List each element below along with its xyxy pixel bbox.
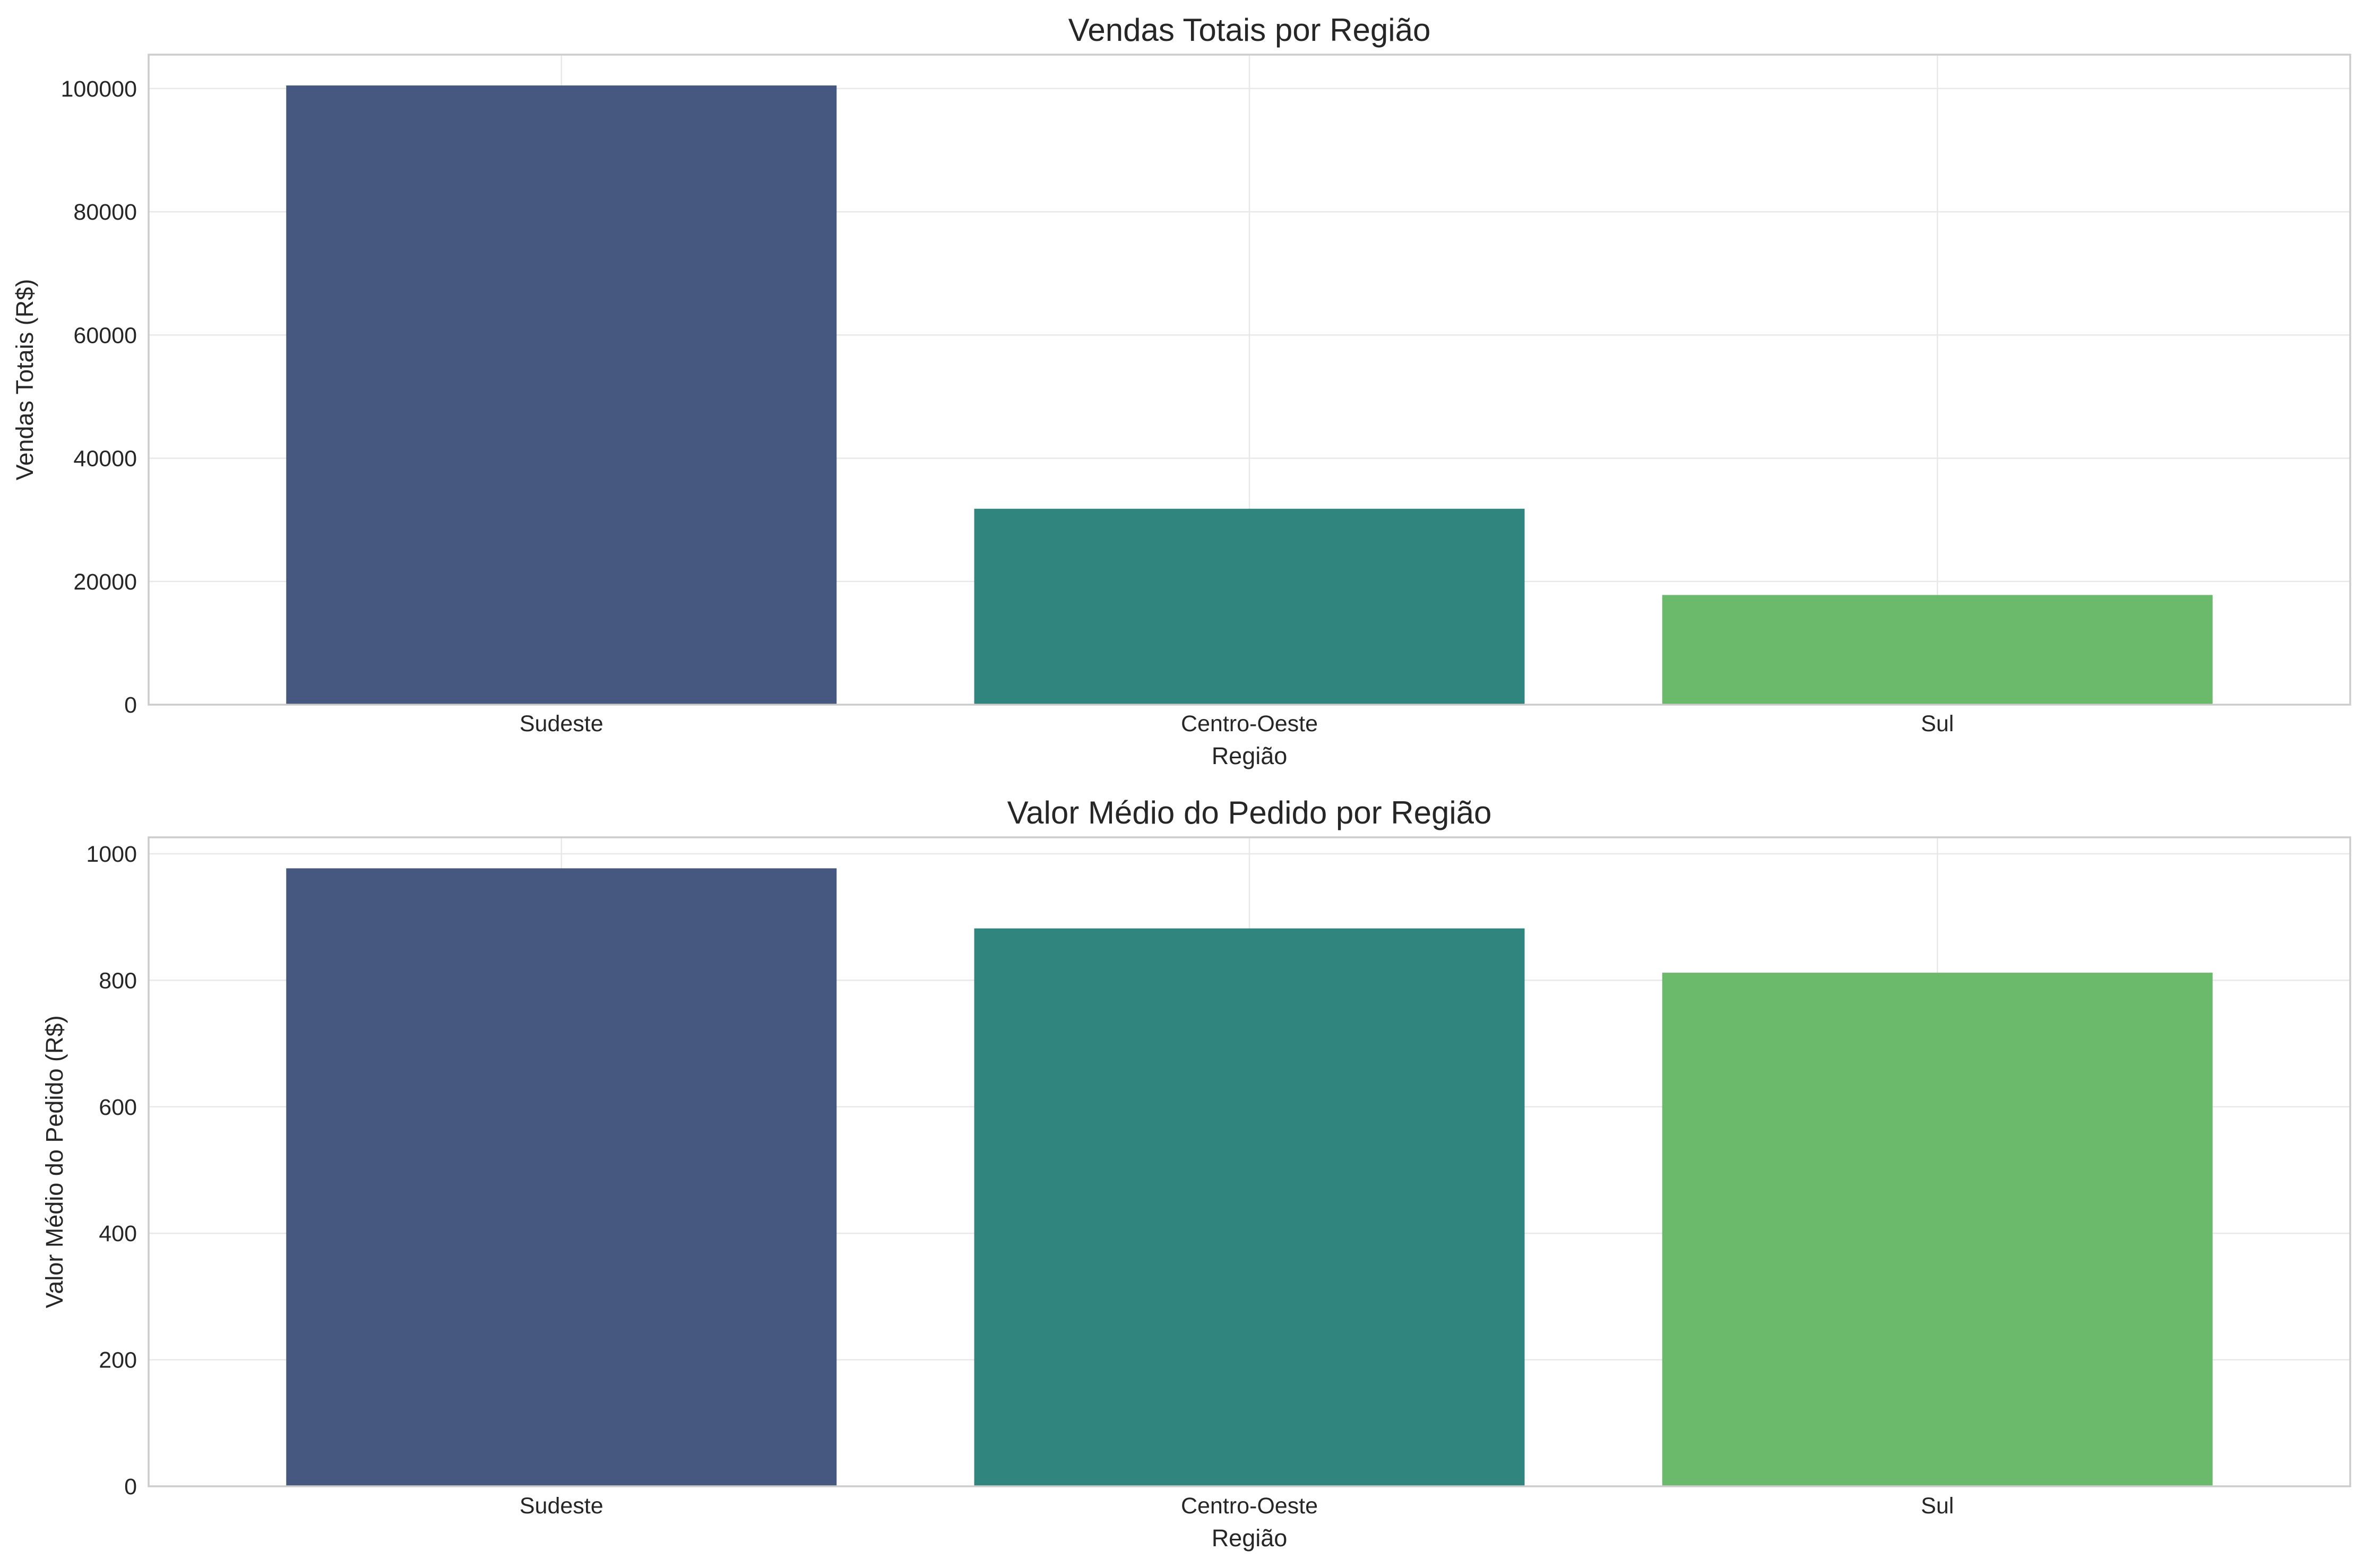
y-tick-label: 1000	[86, 842, 137, 867]
x-tick-label: Sudeste	[520, 1493, 603, 1519]
panels: Vendas Totais por Região 0 20000 40000 60000…	[11, 12, 2351, 1552]
x-tick-label: Sul	[1921, 1493, 1954, 1519]
y-tick-label: 20000	[73, 569, 137, 595]
y-tick-label: 0	[124, 692, 137, 718]
y-tick-label: 100000	[61, 76, 137, 102]
y-axis-label: Vendas Totais (R$)	[11, 279, 38, 480]
bar-centro-oeste	[974, 928, 1525, 1486]
chart-title: Vendas Totais por Região	[1068, 12, 1431, 48]
chart-panel-1: Vendas Totais por Região 0 20000 40000 60000…	[11, 12, 2351, 769]
bar-sul	[1662, 973, 2213, 1486]
bar-sudeste	[286, 85, 837, 705]
y-tick-label: 800	[99, 968, 137, 993]
x-tick-label: Sudeste	[520, 711, 603, 737]
y-axis-label: Valor Médio do Pedido (R$)	[41, 1016, 68, 1309]
bar-centro-oeste	[974, 508, 1525, 705]
y-tick-label: 600	[99, 1095, 137, 1120]
y-tick-label: 60000	[73, 323, 137, 348]
y-tick-label: 40000	[73, 446, 137, 472]
plot-frame	[148, 54, 2351, 706]
chart-title: Valor Médio do Pedido por Região	[1007, 795, 1492, 830]
x-axis-label: Região	[1212, 1524, 1288, 1552]
x-tick-label: Sul	[1921, 711, 1954, 737]
x-tick-label: Centro-Oeste	[1181, 711, 1318, 737]
y-tick-label: 80000	[73, 200, 137, 225]
x-tick-label: Centro-Oeste	[1181, 1493, 1318, 1519]
x-axis-label: Região	[1212, 742, 1288, 769]
bar-sudeste	[286, 868, 837, 1486]
y-tick-label: 400	[99, 1221, 137, 1246]
y-tick-label: 200	[99, 1348, 137, 1373]
chart-panel-2: Valor Médio do Pedido por Região 0 200 400 6…	[41, 795, 2351, 1552]
bar-sul	[1662, 595, 2213, 705]
plot-frame	[148, 836, 2351, 1487]
y-tick-label: 0	[124, 1474, 137, 1500]
